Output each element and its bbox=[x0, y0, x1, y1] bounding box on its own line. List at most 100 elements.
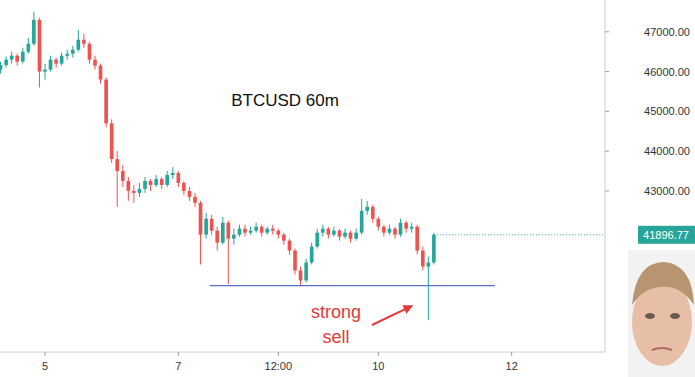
x-tick bbox=[378, 352, 379, 356]
candle-body bbox=[332, 231, 336, 235]
x-tick-label: 10 bbox=[372, 360, 384, 372]
candle-body bbox=[21, 52, 25, 62]
candle-body bbox=[38, 20, 42, 72]
candle-body bbox=[171, 173, 175, 175]
candle-body bbox=[177, 173, 181, 183]
plot-area bbox=[0, 12, 605, 320]
x-tick bbox=[278, 352, 279, 356]
candle-body bbox=[421, 251, 425, 267]
candle-body bbox=[354, 233, 358, 239]
candle-wick bbox=[133, 185, 134, 203]
candle-body bbox=[277, 231, 281, 235]
candle-body bbox=[215, 231, 219, 243]
candle-body bbox=[15, 56, 19, 62]
face-image bbox=[628, 250, 695, 377]
annotation-arrow bbox=[372, 308, 407, 325]
candle-body bbox=[54, 60, 58, 64]
candle-body bbox=[304, 263, 308, 281]
x-tick-label: 12 bbox=[506, 360, 518, 372]
last-price-line bbox=[434, 234, 605, 235]
candle-body bbox=[138, 189, 142, 193]
candle-body bbox=[32, 20, 36, 44]
y-tick-label: 43000.00 bbox=[644, 185, 690, 197]
candle-body bbox=[299, 270, 303, 280]
candle-body bbox=[71, 50, 75, 54]
candle-body bbox=[210, 219, 214, 231]
candle-body bbox=[377, 219, 381, 227]
candle-body bbox=[77, 40, 81, 50]
candle-body bbox=[338, 231, 342, 237]
candle-body bbox=[282, 235, 286, 241]
candle-body bbox=[243, 229, 247, 233]
x-tick-label: 7 bbox=[175, 360, 181, 372]
background bbox=[0, 0, 695, 377]
candle-body bbox=[388, 229, 392, 233]
annotation-arrowhead bbox=[402, 305, 413, 314]
candle-body bbox=[249, 231, 253, 233]
candle-body bbox=[88, 44, 92, 60]
candle-body bbox=[260, 227, 264, 233]
candle-body bbox=[327, 229, 331, 235]
face-eye bbox=[670, 313, 680, 319]
candle-body bbox=[293, 251, 297, 271]
candle-body bbox=[321, 229, 325, 233]
candle-body bbox=[110, 123, 114, 159]
x-tick-label: 5 bbox=[42, 360, 48, 372]
last-price-label: 41896.77 bbox=[643, 229, 689, 241]
candle-body bbox=[182, 183, 186, 191]
candle-body bbox=[315, 233, 319, 247]
candle-body bbox=[65, 54, 69, 56]
candle-body bbox=[349, 233, 353, 239]
candle-body bbox=[127, 181, 131, 191]
y-tick-label: 46000.00 bbox=[644, 66, 690, 78]
candle-body bbox=[204, 219, 208, 235]
x-tick bbox=[511, 352, 512, 356]
face-hair bbox=[632, 262, 694, 305]
candle-body bbox=[165, 175, 169, 185]
candle-body bbox=[415, 227, 419, 251]
candle-body bbox=[232, 235, 236, 239]
candle-body bbox=[99, 66, 103, 80]
candle-body bbox=[410, 227, 414, 229]
last-price-box bbox=[638, 226, 695, 244]
title: BTCUSD 60m bbox=[231, 91, 339, 110]
y-tick-label: 47000.00 bbox=[644, 26, 690, 38]
annotation: sell bbox=[322, 327, 349, 347]
y-tick bbox=[605, 31, 609, 32]
candle-body bbox=[43, 70, 47, 72]
candle-body bbox=[399, 223, 403, 235]
candle-body bbox=[10, 56, 14, 60]
candle-body bbox=[27, 44, 31, 52]
candle-body bbox=[432, 235, 436, 263]
y-tick-label: 45000.00 bbox=[644, 105, 690, 117]
candle-body bbox=[160, 179, 164, 185]
x-tick-label: 12:00 bbox=[265, 360, 293, 372]
y-tick bbox=[605, 151, 609, 152]
x-tick bbox=[45, 352, 46, 356]
face-mouth bbox=[652, 348, 672, 350]
candle-body bbox=[60, 56, 64, 64]
candle-body bbox=[82, 40, 86, 44]
candle-body bbox=[49, 60, 53, 70]
candle-body bbox=[371, 207, 375, 219]
candle-body bbox=[93, 60, 97, 66]
candle-body bbox=[271, 229, 275, 231]
x-tick bbox=[178, 352, 179, 356]
candle-body bbox=[227, 223, 231, 239]
candle-body bbox=[393, 229, 397, 235]
candle-body bbox=[343, 233, 347, 237]
y-tick bbox=[605, 190, 609, 191]
candle-body bbox=[238, 229, 242, 235]
chart: 43000.00 44000.00 45000.00 46000.00 47000.00… bbox=[0, 0, 695, 377]
candle-body bbox=[115, 159, 119, 171]
y-tick bbox=[605, 71, 609, 72]
candle-body bbox=[427, 263, 431, 267]
candle-body bbox=[0, 65, 2, 70]
y-tick bbox=[605, 111, 609, 112]
y-tick-label: 44000.00 bbox=[644, 145, 690, 157]
candle-body bbox=[265, 229, 269, 233]
candle-body bbox=[4, 60, 8, 65]
candle-body bbox=[254, 227, 258, 231]
candle-body bbox=[188, 191, 192, 197]
candle-body bbox=[221, 223, 225, 243]
